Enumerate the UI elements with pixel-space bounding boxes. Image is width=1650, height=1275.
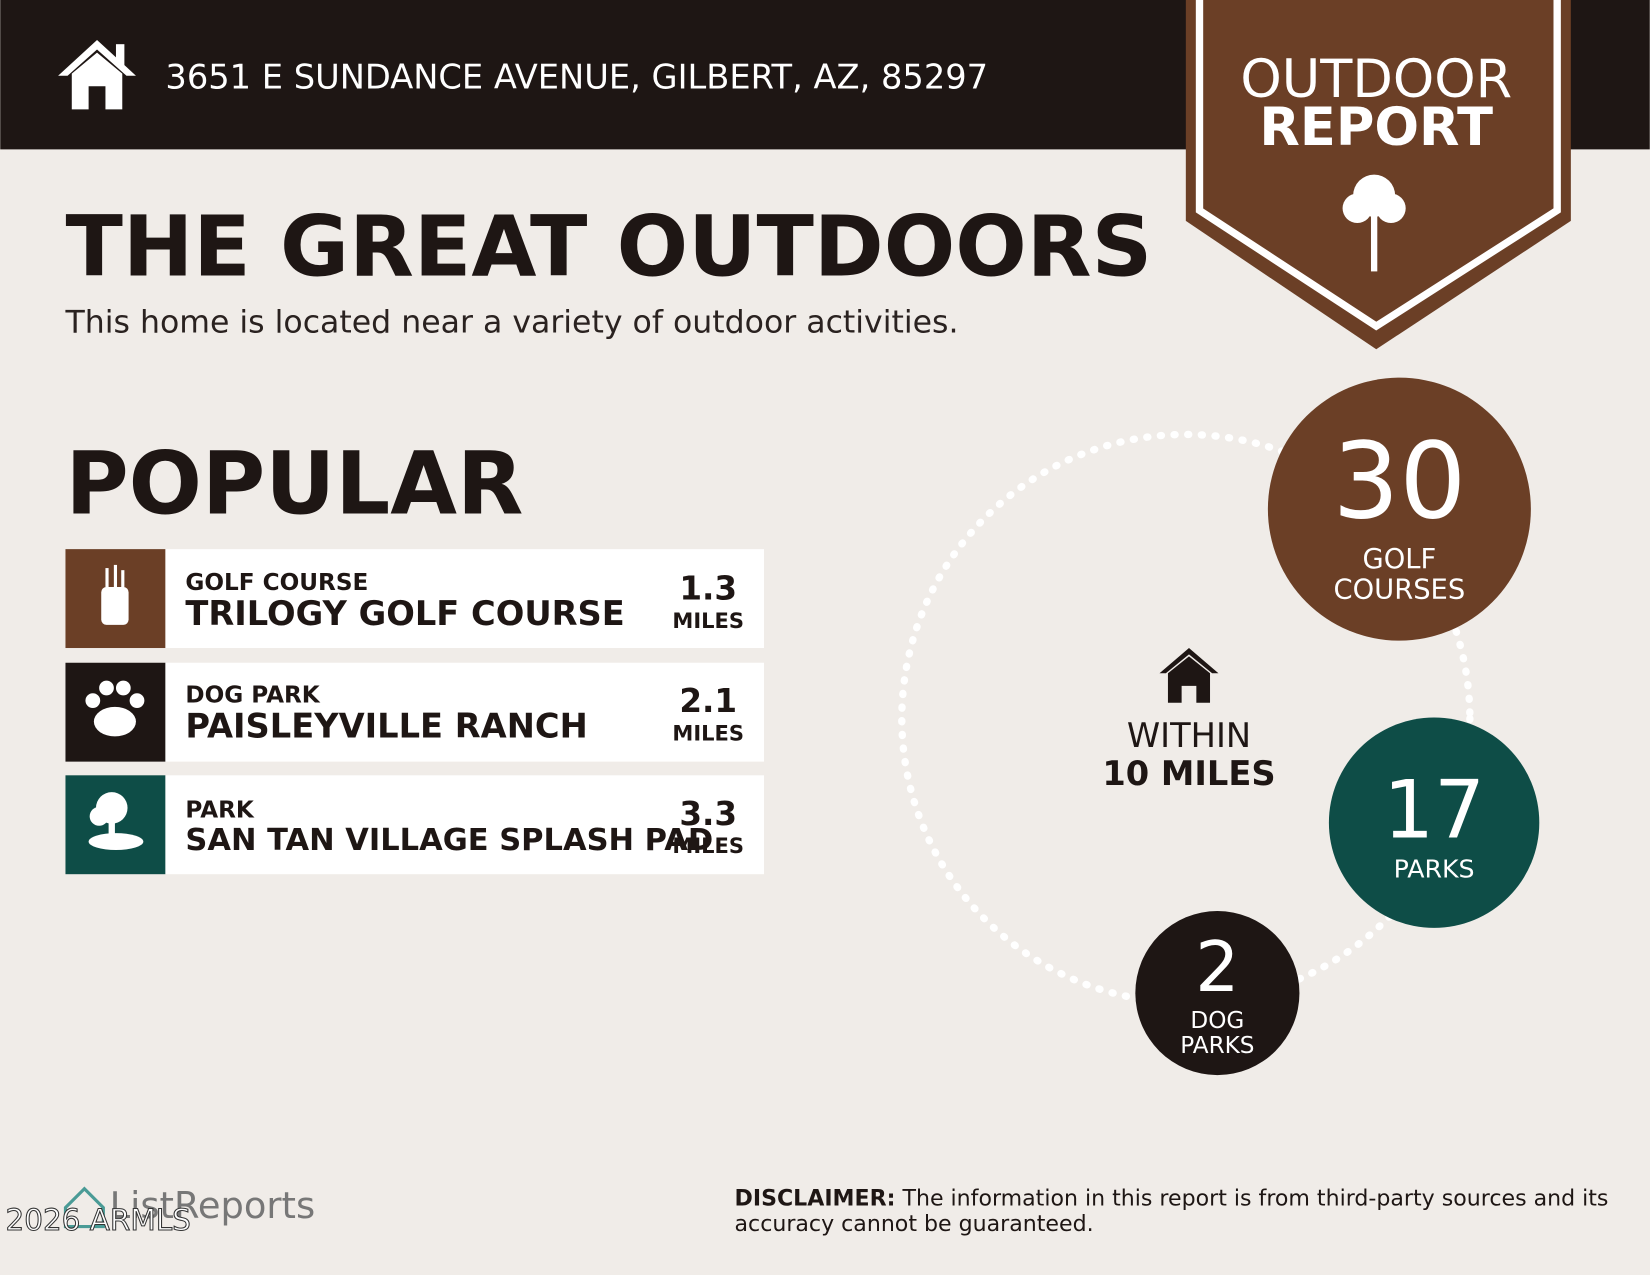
disclaimer-text: accuracy cannot be guaranteed. — [735, 1211, 1094, 1237]
category: GOLF COURSE — [185, 570, 368, 596]
distance: 1.3 — [679, 570, 737, 608]
place-name: TRILOGY GOLF COURSE — [185, 594, 624, 633]
radius-ring — [898, 430, 1474, 1007]
row-box — [165, 549, 764, 649]
count-label: DOG — [1190, 1008, 1244, 1034]
place-name: SAN TAN VILLAGE SPLASH PAD — [185, 823, 713, 858]
row-box — [165, 775, 764, 875]
disclaimer-label: DISCLAIMER: — [735, 1186, 896, 1212]
park-icon — [88, 792, 144, 850]
disclaimer: DISCLAIMER: The information in this repo… — [735, 1186, 1609, 1212]
title: THE GREAT OUTDOORS — [65, 198, 1152, 296]
address: 3651 E SUNDANCE AVENUE, GILBERT, AZ, 852… — [165, 57, 988, 96]
count-circle — [1328, 717, 1540, 928]
count-circle — [1135, 911, 1300, 1076]
popular-heading: POPULAR — [65, 434, 523, 534]
count-label: GOLF — [1363, 544, 1437, 575]
count-label: COURSES — [1334, 575, 1466, 606]
place-name: PAISLEYVILLE RANCH — [185, 706, 587, 745]
distance-unit: MILES — [672, 833, 744, 858]
within-label: WITHIN — [1127, 716, 1251, 755]
count-value: 2 — [1195, 928, 1239, 1008]
distance-unit: MILES — [672, 608, 744, 633]
popular-list: GOLF COURSE TRILOGY GOLF COURSE 1.3 MILE… — [65, 549, 764, 875]
count-label: PARKS — [1180, 1033, 1254, 1059]
distance: 3.3 — [679, 795, 737, 833]
brand-logo — [63, 1186, 105, 1229]
golf-icon — [101, 564, 129, 625]
count-value: 17 — [1383, 763, 1485, 856]
tree-icon — [1342, 174, 1406, 272]
home-icon — [1159, 648, 1219, 703]
watermark: 2026 ARMLS — [6, 1203, 191, 1237]
category: DOG PARK — [185, 683, 320, 709]
row-box — [165, 662, 764, 762]
disclaimer-text: The information in this report is from t… — [901, 1186, 1608, 1212]
subtitle: This home is located near a variety of o… — [64, 304, 958, 340]
house-icon — [58, 39, 136, 110]
icon-box — [65, 775, 166, 875]
brand: ListReports — [110, 1184, 315, 1227]
category: PARK — [185, 797, 255, 823]
within-label: 10 MILES — [1102, 754, 1275, 793]
count-label: PARKS — [1394, 854, 1475, 883]
count-value: 30 — [1332, 420, 1466, 543]
badge-line: OUTDOOR — [1240, 49, 1512, 110]
badge-line: REPORT — [1259, 97, 1493, 158]
count-circle — [1267, 377, 1531, 641]
distance-unit: MILES — [672, 721, 744, 746]
badge-outline — [1195, 0, 1561, 331]
paw-icon — [85, 680, 145, 737]
distance: 2.1 — [679, 682, 737, 720]
